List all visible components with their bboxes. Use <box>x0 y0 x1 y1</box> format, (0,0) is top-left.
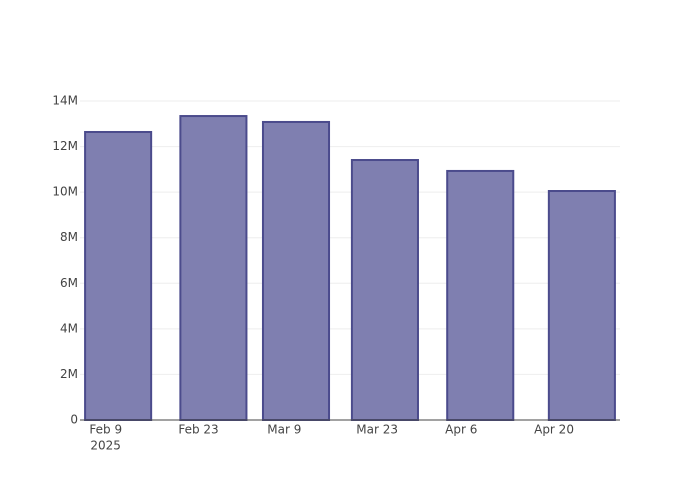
bar <box>84 130 153 421</box>
x-tick-label: Mar 9 <box>267 423 301 437</box>
y-tick-label: 14M <box>52 94 78 108</box>
bar <box>261 120 331 421</box>
x-tick-label: Mar 23 <box>356 423 398 437</box>
y-tick-label: 8M <box>60 230 78 244</box>
y-tick-label: 10M <box>52 185 78 199</box>
bar <box>446 169 515 421</box>
x-tick-year: 2025 <box>90 439 121 453</box>
bar <box>179 115 248 421</box>
bar <box>547 190 616 421</box>
x-tick-label: Feb 23 <box>178 423 218 437</box>
bar <box>350 159 419 421</box>
x-tick-label: Apr 6 <box>445 423 477 437</box>
y-tick-label: 0 <box>70 413 78 427</box>
x-tick-label: Feb 9 <box>89 423 122 437</box>
y-tick-label: 2M <box>60 367 78 381</box>
y-tick-label: 12M <box>52 139 78 153</box>
y-tick-label: 6M <box>60 276 78 290</box>
y-tick-label: 4M <box>60 321 78 335</box>
x-tick-label: Apr 20 <box>534 423 574 437</box>
